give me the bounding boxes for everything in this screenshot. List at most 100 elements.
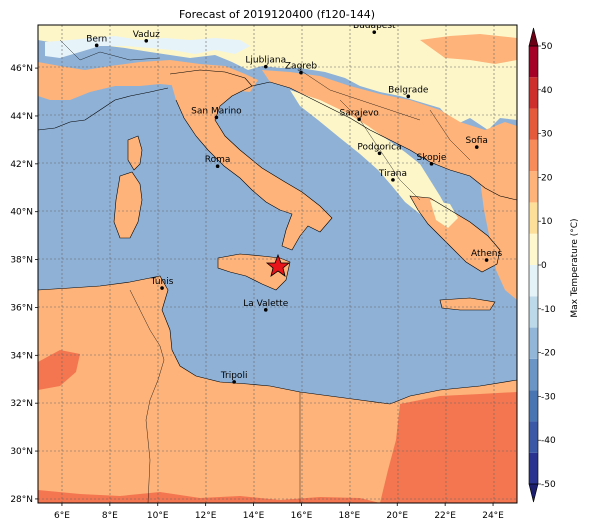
colorbar-tick-label: 30 xyxy=(541,130,553,140)
city-dot xyxy=(263,64,268,69)
city-dot xyxy=(406,94,411,99)
city-dot xyxy=(160,286,164,290)
map-title: Forecast of 2019120400 (f120-144) xyxy=(179,8,375,21)
colorbar-segment xyxy=(529,202,538,234)
city-label: San Marino xyxy=(191,106,242,116)
colorbar-segment xyxy=(529,327,538,359)
lon-tick-label: 16°E xyxy=(291,511,313,521)
crete xyxy=(440,298,495,310)
colorbar-tick-label: 40 xyxy=(541,86,553,96)
lat-tick-label: 46°N xyxy=(10,64,33,74)
city-label: La Valette xyxy=(243,299,288,309)
lat-tick-label: 42°N xyxy=(10,160,33,170)
colorbar-segment xyxy=(529,77,538,109)
coastlines xyxy=(38,39,517,503)
city-dot xyxy=(94,43,99,48)
sardinia xyxy=(114,172,142,238)
city-label: Bern xyxy=(86,34,107,44)
lat-tick-label: 28°N xyxy=(10,495,33,505)
forecast-location-star xyxy=(265,253,291,277)
city-label: Tunis xyxy=(150,277,174,287)
desert-hot-south xyxy=(38,490,380,503)
lon-tick-label: 22°E xyxy=(434,511,456,521)
europe-mild-region xyxy=(38,25,517,130)
city-dot xyxy=(263,308,268,312)
city-dot xyxy=(215,164,220,169)
city-dot xyxy=(377,151,382,156)
east-warm xyxy=(480,176,517,300)
city-dot xyxy=(299,70,303,75)
greece xyxy=(410,196,500,272)
colorbar-tick-label: 20 xyxy=(541,173,553,183)
city-dot xyxy=(214,115,219,120)
colorbar: -50 -40 -30 -20 -10 0 10 20 30 40 50 xyxy=(528,27,556,503)
colorbar-segment xyxy=(529,452,538,484)
lat-tick-label: 38°N xyxy=(10,256,33,266)
lon-tick-label: 18°E xyxy=(339,511,361,521)
desert-hot-east xyxy=(380,392,517,503)
city-label: Sarajevo xyxy=(340,108,380,118)
city-dot xyxy=(144,38,149,43)
city-label: Sofia xyxy=(466,136,488,146)
latitude-axis: 28°N 30°N 32°N 34°N 36°N 38°N 40°N 42°N 44°N 46°N xyxy=(10,64,38,505)
city-dot xyxy=(474,145,479,149)
colorbar-segment xyxy=(529,390,538,422)
lon-tick-label: 12°E xyxy=(195,511,217,521)
map-frame xyxy=(37,24,518,504)
city-dot xyxy=(391,178,395,182)
colorbar-label: Max Temperature (°C) xyxy=(570,218,580,317)
colorbar-extend-bottom xyxy=(528,483,539,503)
city-label: Zagreb xyxy=(285,62,317,72)
lon-tick-label: 8°E xyxy=(102,511,118,521)
city-label: Budapest xyxy=(353,21,396,31)
colorbar-segment xyxy=(529,265,538,297)
colorbar-segment xyxy=(529,358,538,391)
lat-tick-label: 34°N xyxy=(10,351,33,361)
lat-tick-label: 30°N xyxy=(10,447,33,457)
colorbar-segment xyxy=(529,296,538,328)
city-dot xyxy=(484,258,489,262)
city-label: Podgorica xyxy=(357,142,401,152)
colorbar-segment xyxy=(529,421,538,453)
city-dot xyxy=(372,30,377,34)
colorbar-tick-label: 50 xyxy=(541,42,553,52)
lon-tick-label: 14°E xyxy=(243,511,265,521)
city-label: Athens xyxy=(471,249,502,259)
corsica xyxy=(128,136,142,170)
lat-tick-label: 40°N xyxy=(10,208,33,218)
city-label: Ljubljana xyxy=(245,56,286,66)
colorbar-segment xyxy=(529,108,538,140)
city-label: Roma xyxy=(205,155,231,165)
lon-tick-label: 24°E xyxy=(482,511,504,521)
balkan-mild-region xyxy=(290,90,450,222)
city-label: Vaduz xyxy=(133,30,160,40)
colorbar-tick-label: -10 xyxy=(541,305,556,315)
colorbar-tick-label: -30 xyxy=(541,392,556,402)
greece-mild xyxy=(430,200,458,228)
city-label: Tripoli xyxy=(220,371,248,381)
colorbar-segment xyxy=(529,139,538,172)
alps-cold-region xyxy=(45,36,250,58)
colorbar-segment xyxy=(529,46,538,78)
city-label: Skopje xyxy=(417,153,447,163)
colorbar-tick-label: 0 xyxy=(541,261,547,271)
city-dot xyxy=(357,117,361,122)
colorbar-tick-label: -40 xyxy=(541,436,556,446)
city-dot xyxy=(232,380,236,384)
colorbar-tick-label: 10 xyxy=(541,217,553,227)
lon-tick-label: 20°E xyxy=(386,511,408,521)
city-label: Belgrade xyxy=(388,85,429,95)
desert-hot-west xyxy=(38,350,80,390)
colorbar-segment xyxy=(529,171,538,203)
lat-tick-label: 32°N xyxy=(10,399,33,409)
north-east-warm xyxy=(420,34,517,64)
colorbar-tick-label: -50 xyxy=(541,480,556,490)
city-label: Tirana xyxy=(378,169,407,179)
colorbar-tick-label: -20 xyxy=(541,349,556,359)
longitude-axis: 6°E 8°E 10°E 12°E 14°E 16°E 18°E 20°E 22°E 24°E xyxy=(54,503,504,521)
balkan-warm-region xyxy=(262,70,517,200)
colorbar-extend-top xyxy=(528,27,539,47)
